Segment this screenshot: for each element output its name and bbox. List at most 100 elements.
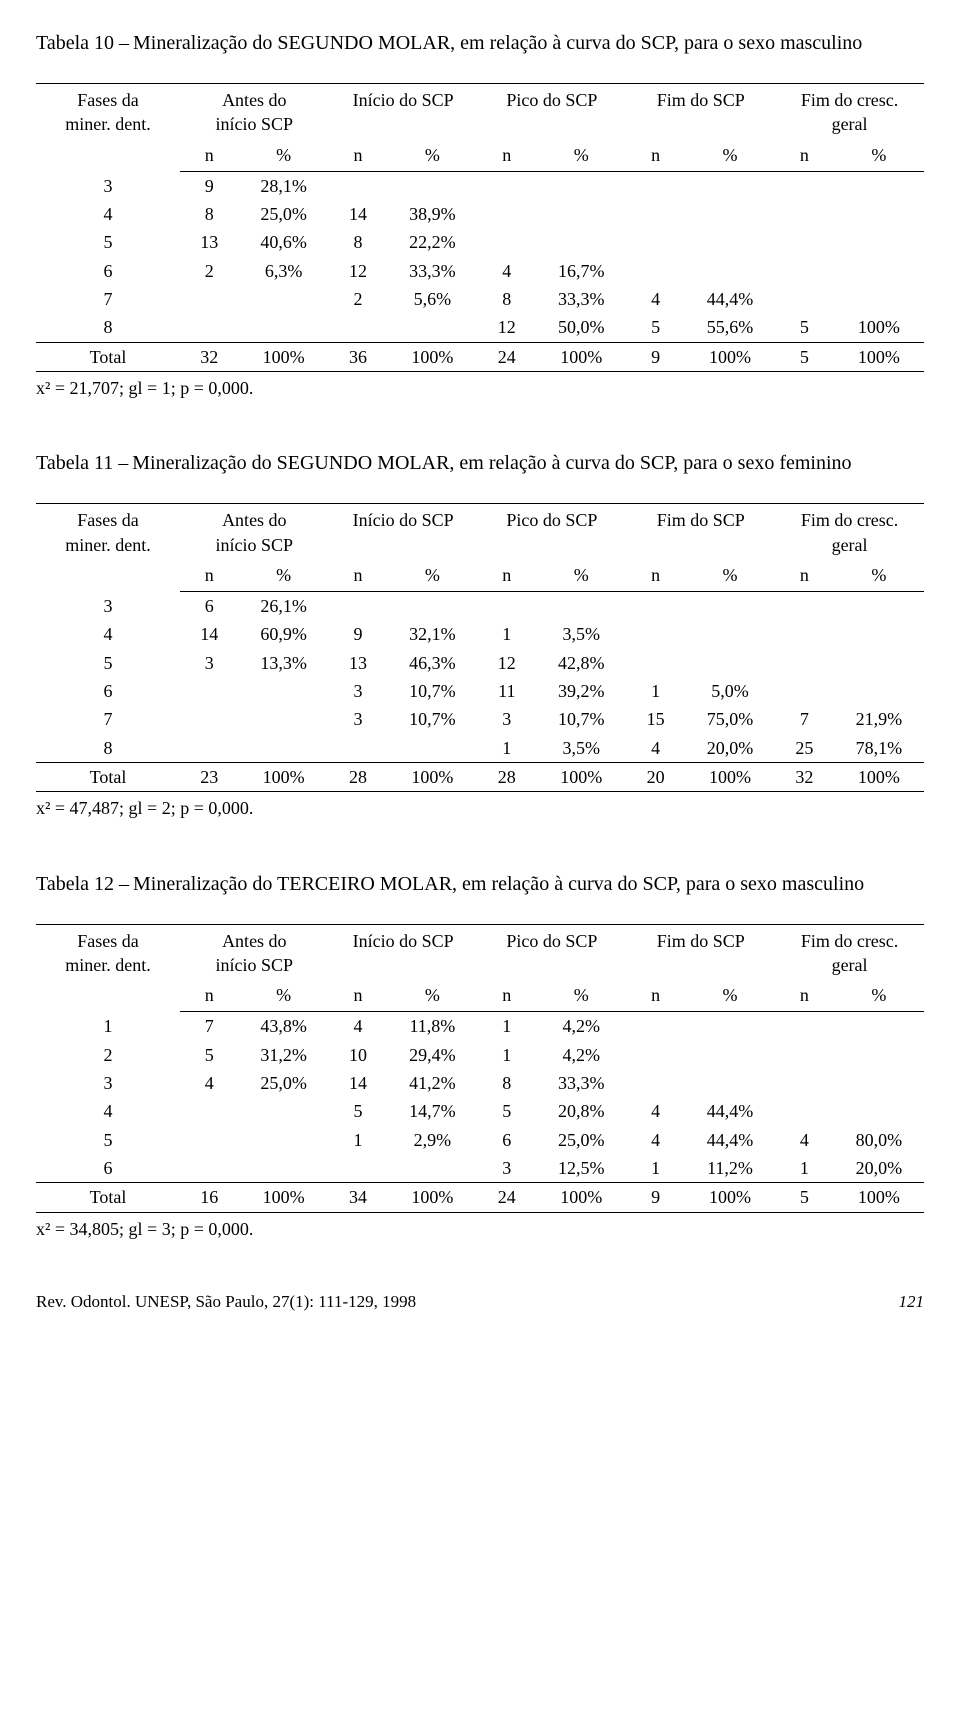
table-row: 3425,0%1441,2%833,3%: [36, 1069, 924, 1097]
cell-phase: 8: [36, 734, 180, 763]
col-header-group: Pico do SCP: [478, 924, 627, 981]
cell-n: 12: [478, 649, 537, 677]
cell-pct: 25,0%: [536, 1126, 626, 1154]
data-table: Fases daminer. dent.Antes doinício SCPIn…: [36, 924, 924, 1213]
table-row: 7310,7%310,7%1575,0%721,9%: [36, 705, 924, 733]
cell-pct: 43,8%: [238, 1012, 328, 1041]
cell-n: 1: [478, 1012, 537, 1041]
table-lead: Tabela 11 –: [36, 450, 128, 477]
cell-phase: 5: [36, 1126, 180, 1154]
col-header-pct: %: [834, 141, 924, 172]
cell-n: 5: [180, 1041, 239, 1069]
cell-total-pct: 100%: [387, 342, 477, 371]
cell-pct: [536, 200, 626, 228]
cell-total-n: 16: [180, 1183, 239, 1212]
cell-pct: 78,1%: [834, 734, 924, 763]
table-row: 4514,7%520,8%444,4%: [36, 1097, 924, 1125]
cell-pct: [834, 1012, 924, 1041]
cell-phase: 4: [36, 1097, 180, 1125]
col-header-phase: Fases daminer. dent.: [36, 84, 180, 172]
cell-n: 1: [626, 1154, 685, 1183]
cell-n: 4: [626, 285, 685, 313]
cell-n: [478, 171, 537, 200]
cell-total-n: 9: [626, 342, 685, 371]
col-header-n: n: [180, 141, 239, 172]
table-row: 41460,9%932,1%13,5%: [36, 620, 924, 648]
cell-pct: [387, 592, 477, 621]
table-header-row: Fases daminer. dent.Antes doinício SCPIn…: [36, 924, 924, 981]
cell-pct: 39,2%: [536, 677, 626, 705]
footer-page-number: 121: [899, 1291, 925, 1314]
col-header-pct: %: [238, 561, 328, 592]
cell-n: 7: [180, 1012, 239, 1041]
cell-total-pct: 100%: [536, 342, 626, 371]
table-total-row: Total23100%28100%28100%20100%32100%: [36, 762, 924, 791]
cell-total-n: 32: [180, 342, 239, 371]
cell-n: 4: [478, 257, 537, 285]
cell-total-n: 5: [775, 342, 834, 371]
col-header-pct: %: [685, 561, 775, 592]
cell-n: 5: [775, 313, 834, 342]
cell-phase: 3: [36, 592, 180, 621]
cell-total-n: 34: [329, 1183, 388, 1212]
cell-pct: 75,0%: [685, 705, 775, 733]
col-header-phase: Fases daminer. dent.: [36, 924, 180, 1012]
cell-pct: 100%: [834, 313, 924, 342]
cell-n: [775, 620, 834, 648]
col-header-n: n: [180, 981, 239, 1012]
table-title: Tabela 12 – Mineralização do TERCEIRO MO…: [36, 871, 924, 898]
cell-pct: 29,4%: [387, 1041, 477, 1069]
col-header-n: n: [775, 561, 834, 592]
cell-total-pct: 100%: [238, 342, 328, 371]
cell-phase: 4: [36, 200, 180, 228]
cell-pct: [685, 228, 775, 256]
cell-pct: 10,7%: [387, 705, 477, 733]
col-header-group: Pico do SCP: [478, 84, 627, 141]
cell-pct: 11,2%: [685, 1154, 775, 1183]
cell-phase: 5: [36, 649, 180, 677]
cell-n: [478, 228, 537, 256]
cell-pct: 46,3%: [387, 649, 477, 677]
cell-pct: [238, 1097, 328, 1125]
table-row: 626,3%1233,3%416,7%: [36, 257, 924, 285]
cell-total-pct: 100%: [238, 762, 328, 791]
cell-n: 4: [626, 1097, 685, 1125]
cell-n: [626, 257, 685, 285]
col-header-pct: %: [387, 981, 477, 1012]
cell-total-pct: 100%: [238, 1183, 328, 1212]
cell-n: [329, 1154, 388, 1183]
col-header-n: n: [329, 981, 388, 1012]
table-row: 4825,0%1438,9%: [36, 200, 924, 228]
cell-pct: [685, 257, 775, 285]
cell-n: [626, 228, 685, 256]
cell-pct: [685, 171, 775, 200]
cell-n: 3: [478, 705, 537, 733]
cell-total-pct: 100%: [685, 762, 775, 791]
cell-n: 1: [478, 620, 537, 648]
cell-pct: [834, 1097, 924, 1125]
table-desc: Mineralização do SEGUNDO MOLAR, em relaç…: [129, 30, 862, 57]
cell-total-pct: 100%: [834, 1183, 924, 1212]
cell-pct: 3,5%: [536, 734, 626, 763]
cell-n: 2: [329, 285, 388, 313]
cell-n: 8: [329, 228, 388, 256]
cell-n: [626, 1012, 685, 1041]
cell-pct: 16,7%: [536, 257, 626, 285]
cell-n: 8: [478, 1069, 537, 1097]
cell-pct: [536, 592, 626, 621]
col-header-pct: %: [238, 141, 328, 172]
cell-n: 13: [329, 649, 388, 677]
cell-n: [775, 200, 834, 228]
cell-total-label: Total: [36, 342, 180, 371]
cell-n: 4: [626, 1126, 685, 1154]
cell-pct: 32,1%: [387, 620, 477, 648]
cell-n: [180, 1126, 239, 1154]
col-header-group: Fim do SCP: [626, 504, 775, 561]
cell-n: 4: [180, 1069, 239, 1097]
table-row: 6312,5%111,2%120,0%: [36, 1154, 924, 1183]
col-header-group: Fim do cresc.geral: [775, 504, 924, 561]
col-header-pct: %: [685, 141, 775, 172]
cell-total-label: Total: [36, 1183, 180, 1212]
cell-pct: 60,9%: [238, 620, 328, 648]
cell-phase: 1: [36, 1012, 180, 1041]
